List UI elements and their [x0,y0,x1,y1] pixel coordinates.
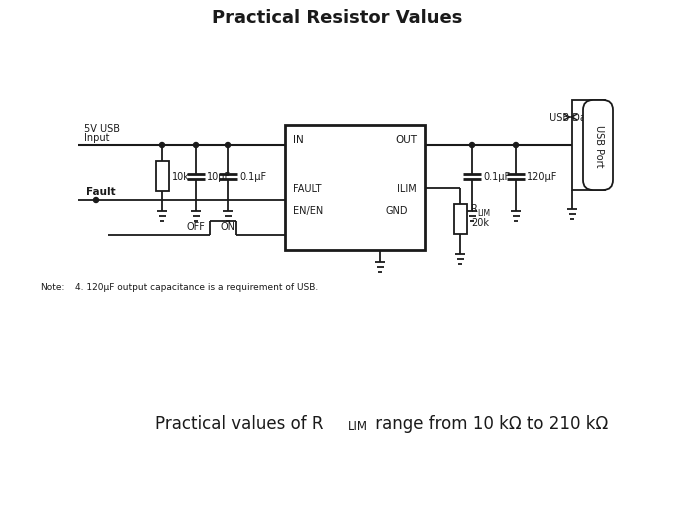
Text: OFF: OFF [186,222,205,231]
Circle shape [94,198,99,203]
Text: IN: IN [293,135,304,145]
Bar [454,205,466,234]
Bar [155,162,169,191]
Circle shape [194,143,198,148]
FancyBboxPatch shape [583,101,613,190]
Bar [285,126,425,250]
Text: ON: ON [221,222,236,231]
Circle shape [514,143,518,148]
Text: 20k: 20k [471,218,489,228]
Text: 4. 120μF output capacitance is a requirement of USB.: 4. 120μF output capacitance is a require… [75,283,318,292]
Text: OUT: OUT [395,135,417,145]
Text: LIM: LIM [477,209,490,218]
Text: 0.1μF: 0.1μF [483,172,510,182]
Text: Input: Input [84,133,109,143]
Text: 5V USB: 5V USB [84,124,120,134]
Circle shape [470,143,475,148]
Text: R: R [471,204,478,214]
Circle shape [225,143,230,148]
Bar [572,101,605,190]
Text: 10k: 10k [172,172,190,182]
Text: Practical values of R: Practical values of R [155,414,323,432]
Text: 10μF: 10μF [207,172,231,182]
Text: ILIM: ILIM [398,184,417,193]
Text: LIM: LIM [348,420,368,433]
Text: USB Data: USB Data [545,113,599,123]
Text: GND: GND [385,206,408,216]
Text: EN/EN: EN/EN [293,206,323,216]
Text: Practical Resistor Values: Practical Resistor Values [212,9,462,27]
Text: Fault: Fault [86,187,115,196]
Text: Note:: Note: [40,283,64,292]
Text: FAULT: FAULT [293,184,321,193]
Text: range from 10 kΩ to 210 kΩ: range from 10 kΩ to 210 kΩ [370,414,608,432]
Text: 120μF: 120μF [527,172,558,182]
Text: USB Port: USB Port [593,125,603,167]
Text: 0.1μF: 0.1μF [239,172,266,182]
Circle shape [159,143,165,148]
